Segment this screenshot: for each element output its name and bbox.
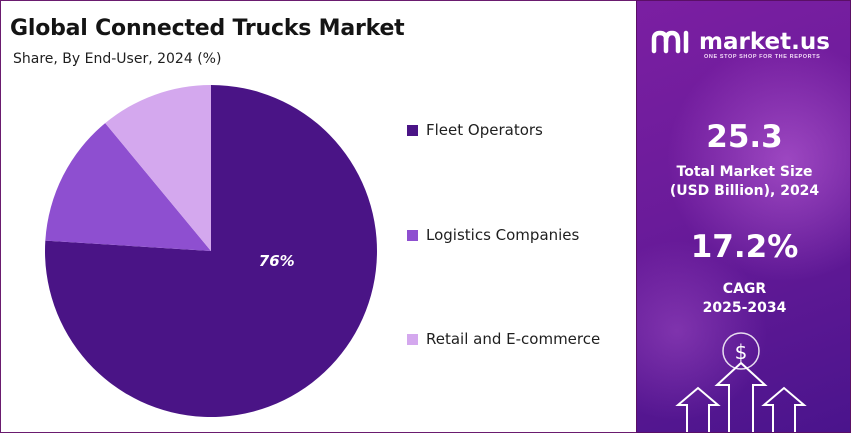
pie-slice-retail-and-e-commerce xyxy=(105,85,211,251)
market-size-label-line2: (USD Billion), 2024 xyxy=(669,183,820,199)
svg-text:$: $ xyxy=(735,340,748,364)
legend-label: Fleet Operators xyxy=(426,121,543,139)
legend-item: Logistics Companies xyxy=(407,226,579,244)
chart-title: Global Connected Trucks Market xyxy=(10,16,405,41)
dollar-icon: $ xyxy=(722,332,760,370)
legend-swatch xyxy=(407,333,418,345)
cagr-label-line1: CAGR xyxy=(722,281,767,297)
market-us-logo-icon xyxy=(651,30,689,54)
cagr-value: 17.2% xyxy=(690,229,799,265)
legend-item: Fleet Operators xyxy=(407,121,543,139)
cagr-label-line2: 2025-2034 xyxy=(702,300,787,316)
summary-panel: $ market.us ONE STOP SHOP FOR THE REPORT… xyxy=(636,0,851,433)
arrow-up-icon xyxy=(675,361,807,432)
background-decoration: $ xyxy=(637,41,850,432)
brand-name: market.us xyxy=(699,29,830,55)
chart-subtitle: Share, By End-User, 2024 (%) xyxy=(13,51,222,67)
pie-data-label: 76% xyxy=(259,252,295,270)
legend-label: Retail and E-commerce xyxy=(426,330,601,348)
market-size-label-line1: Total Market Size xyxy=(676,164,813,180)
legend-label: Logistics Companies xyxy=(426,226,580,244)
brand-tagline: ONE STOP SHOP FOR THE REPORTS xyxy=(704,54,821,60)
chart-legend: Fleet Operators Logistics Companies Retail… xyxy=(407,1,637,433)
legend-swatch xyxy=(407,229,418,241)
chart-panel: Global Connected Trucks Market Share, By… xyxy=(0,0,636,433)
brand: market.us xyxy=(651,29,830,55)
pie-chart: 76% xyxy=(44,85,378,418)
legend-item: Retail and E-commerce xyxy=(407,330,600,348)
pie-slice-logistics-companies xyxy=(45,123,212,251)
pie-slice-fleet-operators xyxy=(44,85,378,418)
market-size-value: 25.3 xyxy=(706,119,783,155)
legend-swatch xyxy=(407,124,418,136)
